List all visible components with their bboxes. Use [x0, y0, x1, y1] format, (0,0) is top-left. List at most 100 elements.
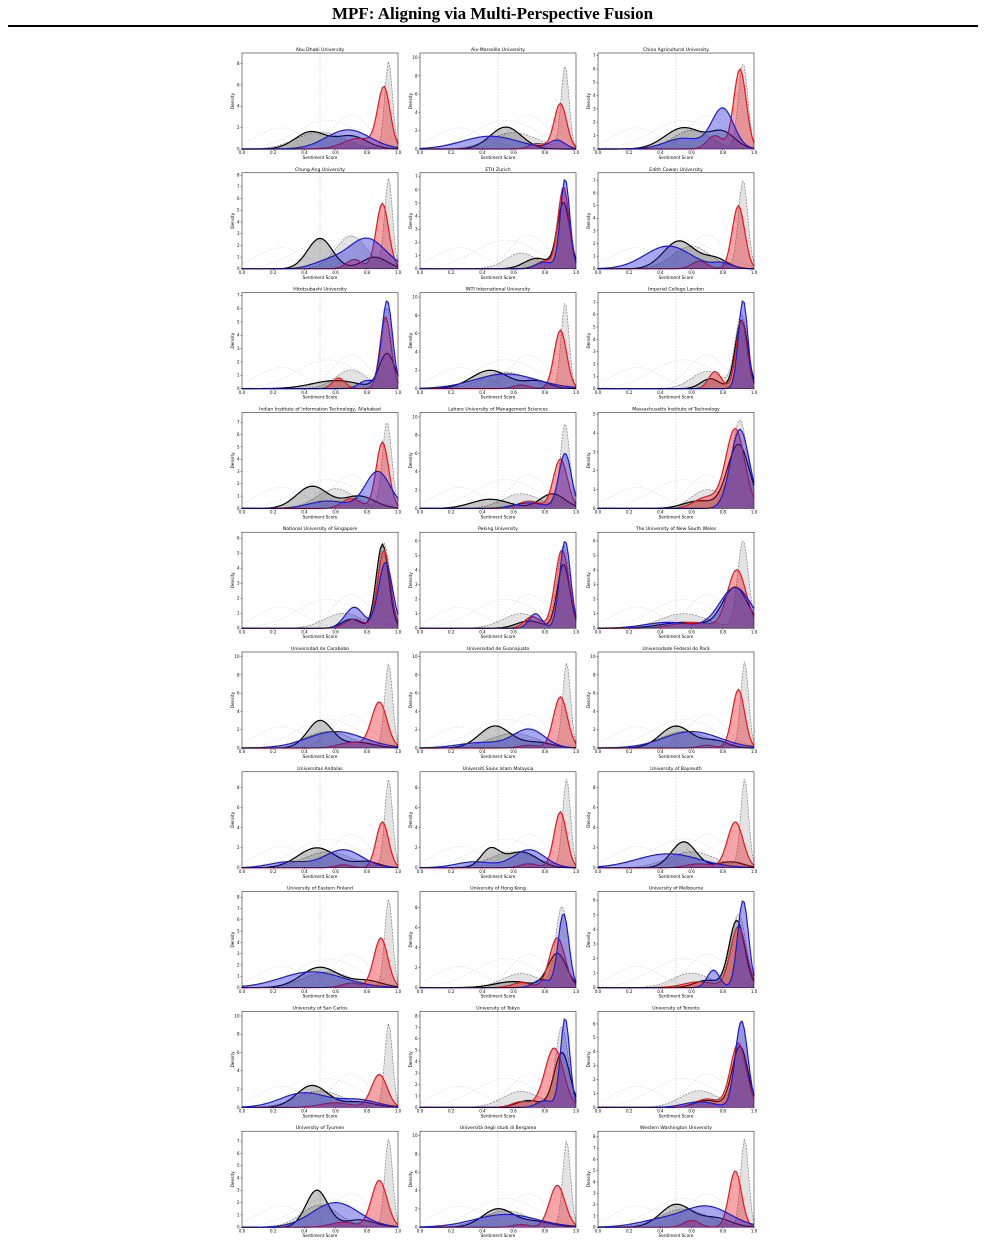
x-tick-label: 0.4: [301, 390, 308, 395]
faint-curve-2: [419, 239, 577, 269]
x-tick-label: 0.2: [626, 150, 633, 155]
y-tick-label: 7: [237, 184, 240, 189]
x-axis-label: Sentiment Score: [303, 1233, 338, 1238]
y-axis-label: Density: [408, 212, 413, 228]
x-tick-label: 0.2: [448, 270, 455, 275]
y-tick-label: 6: [415, 1036, 418, 1041]
x-tick-label: 1.0: [573, 510, 580, 515]
y-tick-label: 7: [593, 53, 596, 58]
y-tick-label: 0: [593, 266, 596, 271]
panel-title: Hitotsubashi University: [293, 287, 347, 293]
x-tick-label: 0.4: [479, 1109, 486, 1114]
panel-5: ETH Zurich 0.0 0.2 0.4 0.6 0.8 1.0 0 1 2 3 4 5 6 7 Sent…: [408, 167, 580, 280]
x-tick-label: 0.6: [688, 749, 695, 754]
x-tick-label: 0.8: [542, 150, 549, 155]
x-axis-label: Sentiment Score: [659, 1113, 694, 1118]
panel-title: Universidad de Carabobo: [291, 646, 349, 652]
y-tick-label: 2: [415, 965, 418, 970]
y-tick-label: 4: [593, 1179, 596, 1184]
plot-frame: [241, 52, 399, 150]
red-density-area: [420, 696, 576, 748]
y-tick-label: 6: [415, 331, 418, 336]
y-tick-label: 7: [237, 906, 240, 911]
x-tick-label: 0.4: [657, 390, 664, 395]
y-tick-label: 2: [593, 956, 596, 961]
y-axis-label: Density: [230, 572, 235, 588]
plot-frame: [419, 1011, 577, 1108]
panel-title: INTI International University: [466, 287, 531, 293]
black-density-area: [242, 238, 398, 269]
y-tick-label: 4: [593, 567, 596, 572]
x-axis-label: Sentiment Score: [481, 874, 516, 879]
y-tick-label: 5: [237, 444, 240, 449]
y-tick-label: 1: [237, 611, 240, 616]
y-tick-label: 4: [415, 469, 418, 474]
y-tick-label: 0: [237, 146, 240, 151]
y-tick-label: 2: [415, 1082, 418, 1087]
faint-curve-2: [419, 359, 577, 389]
plot-frame: [597, 172, 755, 270]
x-axis-label: Sentiment Score: [659, 275, 694, 280]
x-tick-label: 1.0: [751, 270, 758, 275]
x-tick-label: 0.2: [270, 1109, 277, 1114]
y-tick-label: 2: [415, 240, 418, 245]
x-tick-label: 1.0: [751, 989, 758, 994]
y-axis-label: Density: [230, 1051, 235, 1067]
y-axis-label: Density: [408, 1051, 413, 1067]
blue-density-area: [598, 731, 754, 748]
x-tick-label: 0.6: [510, 510, 517, 515]
gray-density-area: [420, 190, 576, 269]
x-tick-label: 0.0: [595, 270, 602, 275]
y-tick-label: 2: [415, 1206, 418, 1211]
y-tick-label: 4: [237, 709, 240, 714]
x-tick-label: 0.4: [479, 629, 486, 634]
plot-frame: [419, 172, 577, 270]
x-tick-label: 0.8: [720, 510, 727, 515]
y-tick-label: 2: [593, 845, 596, 850]
faint-curve-2: [597, 1078, 755, 1108]
y-tick-label: 6: [415, 691, 418, 696]
x-tick-label: 0.6: [510, 270, 517, 275]
x-tick-label: 0.4: [657, 869, 664, 874]
blue-density-line: [597, 853, 755, 869]
x-tick-label: 0.8: [364, 390, 371, 395]
red-density-area: [598, 1171, 754, 1228]
y-tick-label: 10: [412, 55, 418, 60]
x-tick-label: 0.4: [301, 1109, 308, 1114]
black-density-area: [598, 587, 754, 629]
y-tick-label: 10: [412, 654, 418, 659]
red-density-line: [598, 319, 755, 390]
plot-frame: [597, 1011, 755, 1108]
y-tick-label: 8: [237, 1032, 240, 1037]
panel-title: Chung-Ang University: [295, 167, 345, 173]
x-tick-label: 0.4: [301, 869, 308, 874]
black-density-area: [598, 726, 754, 748]
plot-frame: [597, 1130, 755, 1228]
black-density-area: [420, 564, 576, 629]
x-tick-label: 1.0: [751, 390, 758, 395]
y-axis-label: Density: [586, 212, 591, 228]
y-tick-label: 0: [237, 386, 240, 391]
y-tick-label: 8: [415, 1151, 418, 1156]
x-tick-label: 0.6: [332, 629, 339, 634]
page-header: MPF: Aligning via Multi-Perspective Fusi…: [0, 0, 985, 30]
x-tick-label: 0.2: [448, 1109, 455, 1114]
x-axis-label: Sentiment Score: [303, 994, 338, 999]
y-tick-label: 2: [593, 361, 596, 366]
x-axis-label: Sentiment Score: [303, 514, 338, 519]
x-tick-label: 0.8: [720, 390, 727, 395]
red-density-area: [242, 441, 398, 509]
x-tick-label: 0.0: [595, 869, 602, 874]
y-tick-label: 6: [593, 1021, 596, 1026]
y-tick-label: 10: [590, 654, 596, 659]
x-tick-label: 0.2: [626, 749, 633, 754]
x-tick-label: 0.2: [626, 869, 633, 874]
blue-density-line: [419, 849, 577, 869]
y-tick-label: 3: [415, 582, 418, 587]
gray-density-area: [242, 308, 398, 389]
y-tick-label: 3: [237, 346, 240, 351]
panel-6: Edith Cowan University 0.0 0.2 0.4 0.6 0.8 1.0…: [586, 167, 758, 280]
x-tick-label: 0.0: [239, 749, 246, 754]
blue-density-area: [420, 453, 576, 509]
black-density-area: [598, 1046, 754, 1108]
